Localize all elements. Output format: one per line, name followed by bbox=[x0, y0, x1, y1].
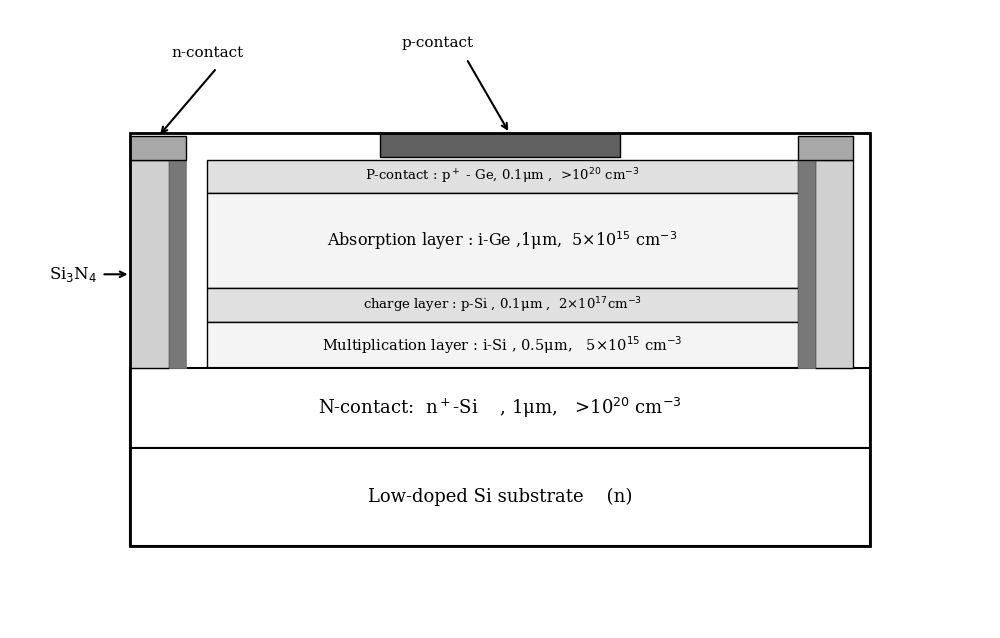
Bar bbox=[130, 133, 870, 545]
Bar bbox=[130, 160, 169, 368]
Text: n-contact: n-contact bbox=[171, 45, 243, 59]
Bar bbox=[798, 160, 815, 368]
Text: N-contact:  n$^+$-Si    , 1μm,   >10$^{20}$ cm$^{-3}$: N-contact: n$^+$-Si , 1μm, >10$^{20}$ cm… bbox=[318, 396, 682, 420]
Bar bbox=[130, 137, 186, 160]
Text: Multiplication layer : i-Si , 0.5μm,   5×10$^{15}$ cm$^{-3}$: Multiplication layer : i-Si , 0.5μm, 5×1… bbox=[322, 334, 683, 356]
Bar bbox=[207, 288, 798, 322]
Bar bbox=[130, 448, 870, 545]
Bar bbox=[207, 160, 798, 193]
Bar bbox=[207, 193, 798, 288]
Bar bbox=[169, 160, 186, 368]
Text: Low-doped Si substrate    (n): Low-doped Si substrate (n) bbox=[368, 487, 632, 506]
Text: charge layer : p-Si , 0.1μm ,  2×10$^{17}$cm$^{-3}$: charge layer : p-Si , 0.1μm , 2×10$^{17}… bbox=[363, 295, 642, 315]
Text: p-contact: p-contact bbox=[402, 36, 474, 50]
Bar bbox=[207, 322, 798, 368]
Bar bbox=[380, 133, 620, 157]
Bar bbox=[815, 160, 853, 368]
Text: Si$_3$N$_4$: Si$_3$N$_4$ bbox=[49, 265, 97, 284]
Text: Absorption layer : i-Ge ,1μm,  5×10$^{15}$ cm$^{-3}$: Absorption layer : i-Ge ,1μm, 5×10$^{15}… bbox=[327, 230, 678, 252]
Bar bbox=[798, 137, 853, 160]
Text: P-contact : p$^+$ - Ge, 0.1μm ,  >10$^{20}$ cm$^{-3}$: P-contact : p$^+$ - Ge, 0.1μm , >10$^{20… bbox=[365, 167, 640, 186]
Bar bbox=[130, 368, 870, 448]
